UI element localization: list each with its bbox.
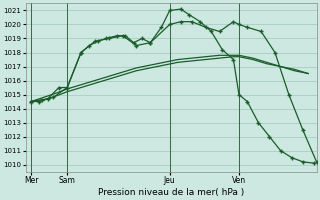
X-axis label: Pression niveau de la mer( hPa ): Pression niveau de la mer( hPa ) — [98, 188, 244, 197]
